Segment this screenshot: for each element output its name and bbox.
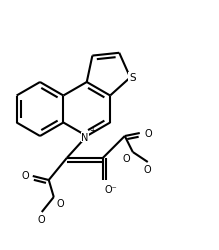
Text: +: + [90, 126, 96, 135]
Text: S: S [129, 73, 136, 83]
Text: O: O [145, 128, 152, 138]
Text: O: O [21, 170, 29, 180]
Text: O⁻: O⁻ [105, 184, 118, 194]
Text: O: O [38, 214, 46, 224]
Text: O: O [144, 164, 152, 174]
Text: N: N [81, 132, 88, 142]
Text: O: O [57, 198, 64, 208]
Text: O: O [122, 154, 130, 163]
